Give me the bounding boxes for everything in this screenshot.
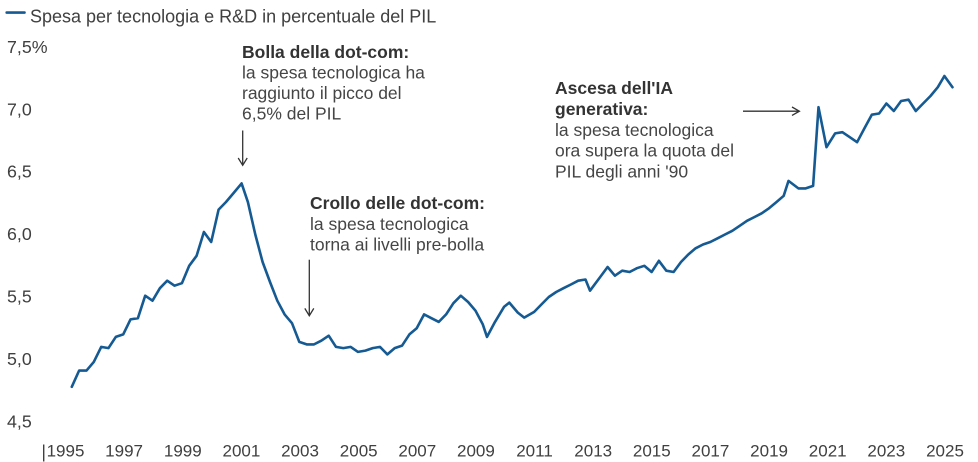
svg-text:torna ai livelli pre-bolla: torna ai livelli pre-bolla <box>310 235 484 255</box>
svg-text:5,0: 5,0 <box>7 349 32 369</box>
svg-text:2017: 2017 <box>691 442 729 461</box>
svg-text:2013: 2013 <box>574 442 612 461</box>
svg-text:2011: 2011 <box>516 442 553 461</box>
svg-text:4,5: 4,5 <box>7 411 32 431</box>
svg-text:2025: 2025 <box>926 442 964 461</box>
svg-text:Spesa per tecnologia e R&D in: Spesa per tecnologia e R&D in percentual… <box>30 7 436 27</box>
svg-text:2001: 2001 <box>222 442 260 461</box>
svg-text:1997: 1997 <box>105 442 143 461</box>
svg-text:6,5% del PIL: 6,5% del PIL <box>242 104 341 124</box>
svg-text:2015: 2015 <box>633 442 671 461</box>
svg-text:2003: 2003 <box>281 442 319 461</box>
svg-text:2007: 2007 <box>398 442 436 461</box>
svg-text:5,5: 5,5 <box>7 287 32 307</box>
svg-text:7,5%: 7,5% <box>7 37 48 57</box>
svg-text:generativa:: generativa: <box>555 99 648 119</box>
svg-text:ora supera la quota del: ora supera la quota del <box>555 141 734 161</box>
svg-text:2023: 2023 <box>867 442 905 461</box>
svg-text:Crollo delle dot-com:: Crollo delle dot-com: <box>310 193 485 213</box>
svg-text:1995: 1995 <box>47 442 85 461</box>
svg-text:la spesa tecnologica: la spesa tecnologica <box>310 214 469 234</box>
svg-text:PIL degli anni '90: PIL degli anni '90 <box>555 162 688 182</box>
svg-text:6,0: 6,0 <box>7 224 32 244</box>
svg-text:la spesa tecnologica: la spesa tecnologica <box>555 120 714 140</box>
svg-text:2019: 2019 <box>750 442 788 461</box>
svg-text:1999: 1999 <box>164 442 202 461</box>
svg-text:2021: 2021 <box>809 442 847 461</box>
svg-text:raggiunto il picco del: raggiunto il picco del <box>242 83 402 103</box>
svg-text:Ascesa dell'IA: Ascesa dell'IA <box>555 78 673 98</box>
svg-text:Bolla della dot-com:: Bolla della dot-com: <box>242 42 409 62</box>
svg-text:7,0: 7,0 <box>7 99 32 119</box>
svg-text:la spesa tecnologica ha: la spesa tecnologica ha <box>242 63 425 83</box>
svg-text:6,5: 6,5 <box>7 162 32 182</box>
svg-text:2009: 2009 <box>457 442 495 461</box>
svg-text:2005: 2005 <box>340 442 378 461</box>
